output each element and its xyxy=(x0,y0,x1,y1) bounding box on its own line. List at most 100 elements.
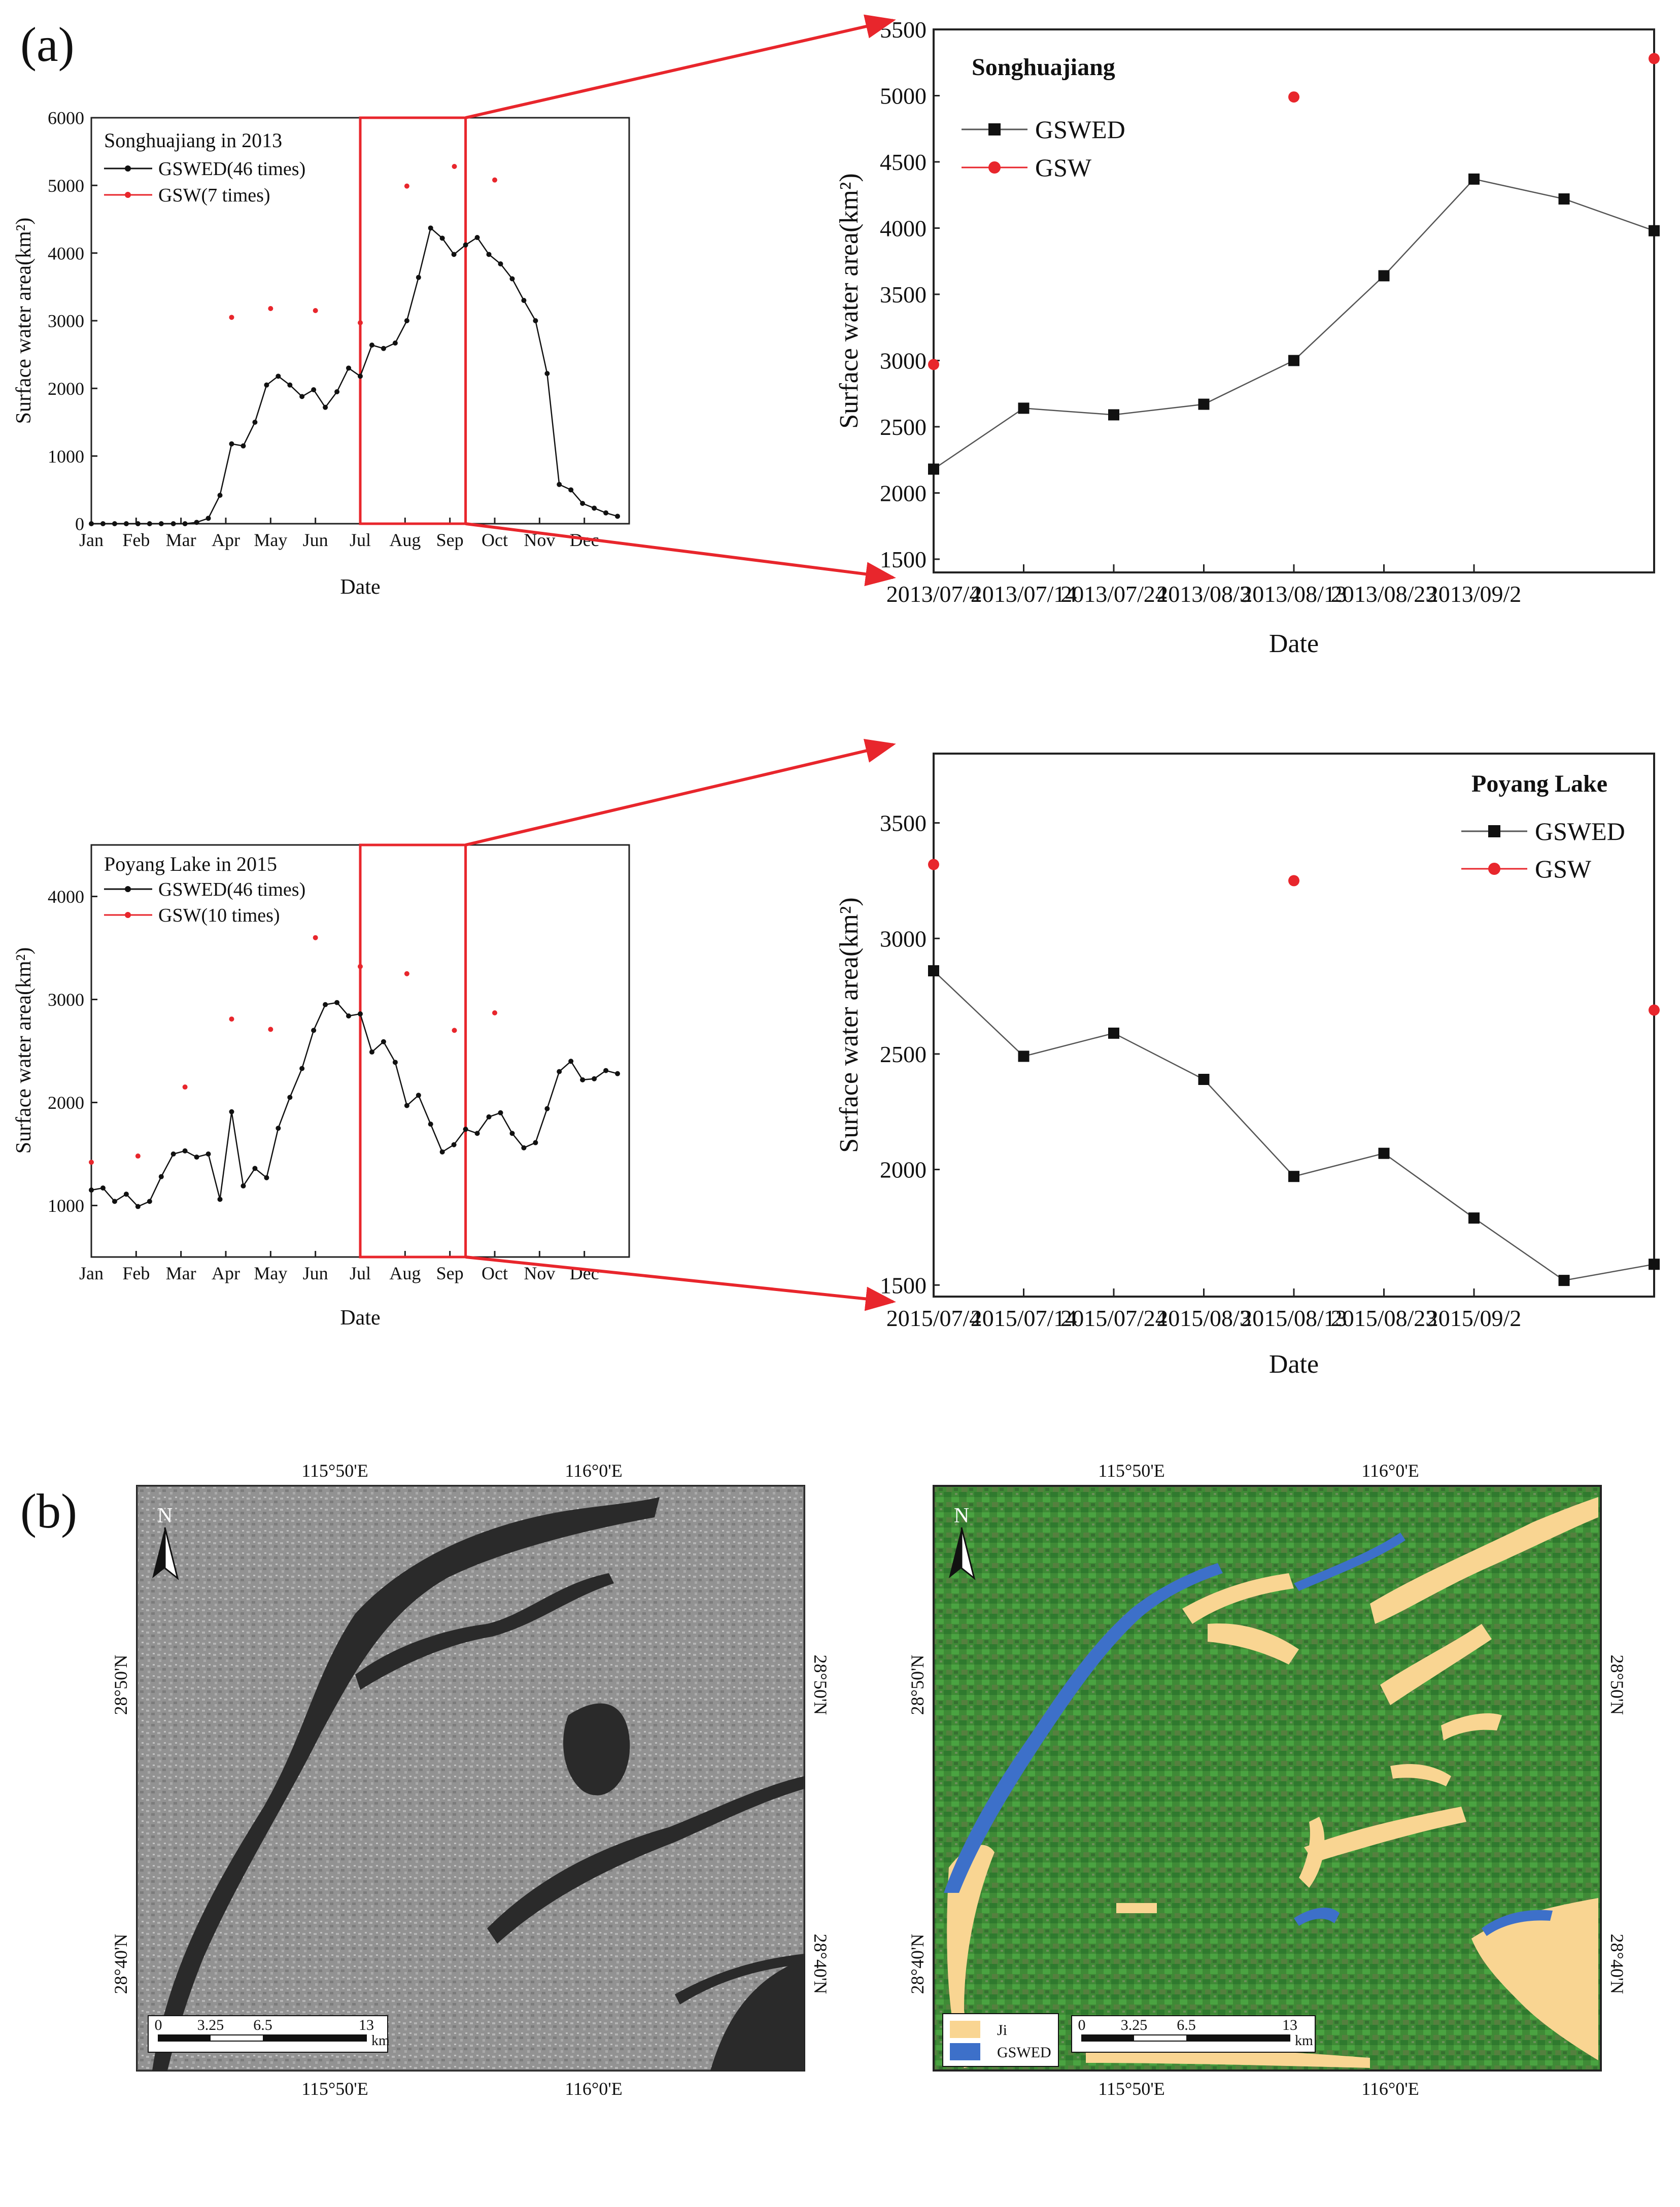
x-tick-label: Feb xyxy=(122,530,150,550)
lat-label-left-1: 28°50'N xyxy=(111,1655,131,1715)
x-tick-label: 2013/07/24 xyxy=(1060,581,1167,607)
gswed-point xyxy=(439,1149,445,1155)
x-tick-label: 2015/08/13 xyxy=(1241,1305,1347,1331)
y-tick-label: 2000 xyxy=(48,379,84,399)
chart-title: Songhuajiang in 2013 xyxy=(104,129,282,152)
gswed-point xyxy=(112,521,117,526)
gswed-point xyxy=(252,1166,258,1171)
x-tick-label: 2013/07/14 xyxy=(971,581,1077,607)
y-tick-label: 6000 xyxy=(48,108,84,128)
x-tick-label: Sep xyxy=(436,1263,464,1283)
x-tick-label: Jan xyxy=(79,1263,104,1283)
series-layer xyxy=(928,53,1660,475)
gswed-point xyxy=(1018,1050,1030,1062)
gswed-point xyxy=(603,1068,609,1073)
x-tick-label: Jul xyxy=(350,530,371,550)
zoom-arrow-top xyxy=(465,14,896,119)
x-tick-label: Mar xyxy=(166,530,196,550)
y-tick-label: 2000 xyxy=(880,481,927,506)
gswed-point xyxy=(392,341,398,346)
y-tick-label: 2000 xyxy=(880,1157,927,1183)
gswed-point xyxy=(334,389,340,394)
map-classification: N Ji GSWED 0 3.25 6.5 13 km 115°50'E 116… xyxy=(907,1461,1627,2099)
x-tick-label: 2013/08/23 xyxy=(1331,581,1437,607)
series-layer xyxy=(89,935,621,1209)
gsw-point xyxy=(229,315,234,320)
legend-gswed: GSWED(46 times) xyxy=(158,879,305,900)
series-line-gswed xyxy=(933,970,1655,1281)
gswed-point xyxy=(287,382,293,388)
y-tick-label: 3000 xyxy=(880,926,927,952)
y-axis-label: Surface water area(km²) xyxy=(835,897,864,1153)
gswed-point xyxy=(603,510,609,516)
gsw-point xyxy=(89,1160,94,1165)
gsw-point xyxy=(1649,1004,1660,1016)
y-axis: 1500 2000 2500 3000 3500 xyxy=(880,810,940,1298)
lon-label-top-1: 115°50'E xyxy=(1098,1461,1165,1481)
gswed-point xyxy=(135,521,141,526)
y-tick-label: 1500 xyxy=(880,1272,927,1298)
x-tick-label: 2015/07/24 xyxy=(1060,1305,1167,1331)
gswed-point xyxy=(311,1028,317,1033)
series-line-gswed xyxy=(933,178,1655,470)
y-tick-label: 2500 xyxy=(880,1041,927,1067)
gswed-point xyxy=(205,516,211,521)
gswed-point xyxy=(592,505,597,511)
gswed-point xyxy=(509,1131,515,1136)
river-shapes xyxy=(152,1497,804,2070)
scalebar-6-5: 6.5 xyxy=(1177,2017,1196,2033)
gswed-point xyxy=(580,1077,586,1082)
x-tick-label: 2013/09/2 xyxy=(1427,581,1522,607)
x-axis-label: Date xyxy=(1269,629,1319,658)
map-sar-image: N 0 3.25 6.5 13 km 115°50'E 116°0'E 115°… xyxy=(111,1461,831,2099)
gswed-point xyxy=(369,343,374,348)
gsw-point xyxy=(1649,53,1660,64)
gswed-point xyxy=(217,493,223,498)
legend: GSWED(46 times) GSW(7 times) xyxy=(104,158,305,206)
gswed-point xyxy=(323,1002,328,1007)
gswed-point xyxy=(416,275,421,280)
x-tick-label: Apr xyxy=(212,1263,240,1283)
gswed-point xyxy=(544,371,550,376)
gswed-point xyxy=(428,225,433,231)
gswed-point xyxy=(123,521,129,526)
y-tick-label: 4000 xyxy=(48,243,84,263)
gswed-point xyxy=(229,441,234,447)
x-tick-label: Feb xyxy=(122,1263,150,1283)
river-se xyxy=(675,1954,804,2005)
north-arrow: N xyxy=(949,1504,976,1580)
gswed-point xyxy=(474,235,480,240)
zoom-connectors xyxy=(465,14,896,1311)
gswed-point xyxy=(1108,1027,1119,1039)
y-tick-label: 5000 xyxy=(880,83,927,109)
lat-label-left-2: 28°40'N xyxy=(111,1934,131,1994)
series-layer xyxy=(928,859,1660,1286)
gswed-point xyxy=(1649,225,1660,236)
legend: GSWED GSW xyxy=(1461,817,1625,883)
gswed-point xyxy=(498,1110,503,1115)
gswed-point xyxy=(299,1066,305,1071)
gswed-point xyxy=(170,1151,176,1157)
map-frame xyxy=(136,1485,805,2072)
gswed-point xyxy=(544,1106,550,1111)
x-tick-label: Jun xyxy=(303,1263,328,1283)
gsw-point xyxy=(1288,875,1299,887)
gsw-point xyxy=(229,1016,234,1022)
gswed-point xyxy=(1198,1074,1210,1085)
gswed-point xyxy=(451,1142,457,1147)
lon-label-bottom-1: 115°50'E xyxy=(301,2079,368,2099)
x-tick-label: Jul xyxy=(350,1263,371,1283)
y-tick-label: 4000 xyxy=(48,887,84,907)
chart-title: Songhuajiang xyxy=(972,54,1115,81)
chart-songhuajiang-2013: 0 1000 2000 3000 4000 5000 6000 Jan Feb Mar Apr Ma… xyxy=(12,108,630,599)
y-axis: 1000 2000 3000 4000 xyxy=(48,887,97,1216)
gswed-point xyxy=(299,394,305,399)
x-axis-label: Date xyxy=(1269,1350,1319,1379)
gswed-point xyxy=(170,521,176,526)
x-tick-label: May xyxy=(254,1263,287,1283)
zoom-arrow-bottom xyxy=(465,1255,896,1311)
gswed-point xyxy=(264,1175,269,1180)
